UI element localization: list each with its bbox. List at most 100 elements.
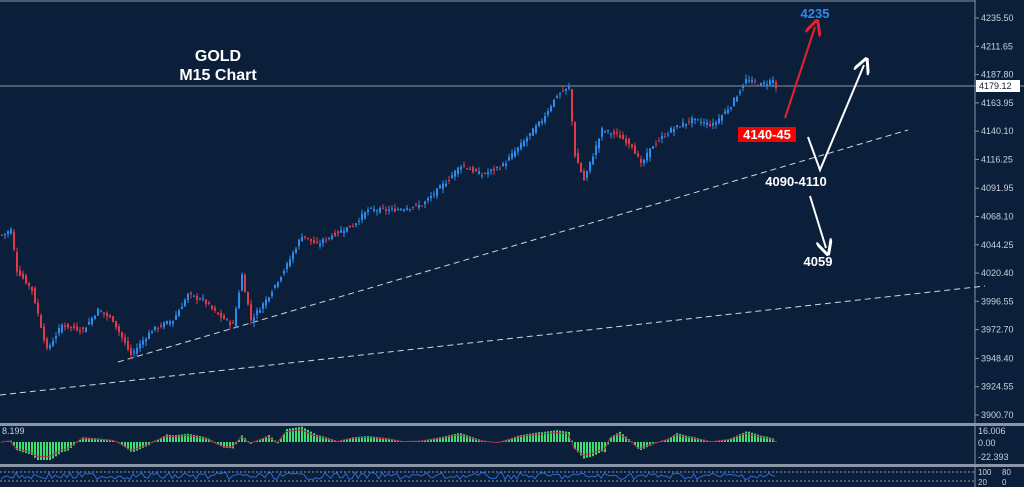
histogram-bar [766, 436, 768, 442]
candle [505, 163, 507, 166]
histogram-bar [286, 429, 288, 442]
candle [100, 311, 102, 313]
y-tick-label: 4044.25 [981, 240, 1014, 250]
histogram-bar [64, 442, 66, 452]
candle [664, 136, 666, 138]
candle [295, 248, 297, 254]
histogram-bar [670, 436, 672, 442]
candle [742, 86, 744, 88]
candle [622, 134, 624, 140]
candle [31, 286, 33, 291]
candle [316, 241, 318, 243]
trendline-upper [117, 129, 909, 363]
candle [745, 79, 747, 84]
candle [223, 315, 225, 320]
candle [79, 330, 81, 332]
histogram-bar [205, 437, 207, 442]
candle [253, 317, 255, 323]
candle [397, 209, 399, 211]
candle [529, 133, 531, 136]
candle [334, 232, 336, 236]
histogram-bar [130, 442, 132, 452]
candle [616, 132, 618, 134]
histogram-bar [322, 436, 324, 442]
histogram-bar [265, 436, 267, 442]
candle [562, 90, 564, 92]
histogram-bar [376, 437, 378, 442]
indicator1-min: -22.393 [978, 452, 1009, 462]
candle [82, 327, 84, 330]
candle [370, 207, 372, 209]
histogram-bar [199, 436, 201, 442]
histogram-bar [19, 442, 21, 452]
histogram-bar [139, 442, 141, 450]
candle [511, 153, 513, 159]
candle [409, 209, 411, 211]
candle [436, 188, 438, 196]
histogram-bar [106, 439, 108, 442]
histogram-bar [10, 440, 12, 442]
histogram-bar [697, 438, 699, 442]
candle [475, 168, 477, 172]
y-tick-label: 4116.25 [981, 154, 1013, 164]
histogram-bar [562, 431, 564, 442]
candle [319, 243, 321, 246]
candle [196, 295, 198, 300]
histogram-bar [226, 442, 228, 448]
candle [202, 297, 204, 299]
histogram-bar [358, 436, 360, 442]
histogram-bar [202, 436, 204, 442]
histogram-bar [187, 433, 189, 442]
candle [217, 312, 219, 315]
candle [541, 120, 543, 123]
candle [283, 270, 285, 274]
histogram-bar [763, 436, 765, 442]
histogram-bar [220, 442, 222, 447]
oscillator-line [0, 471, 776, 481]
candle [64, 325, 66, 328]
histogram-bar [529, 433, 531, 442]
histogram-bar [526, 434, 528, 442]
histogram-bar [259, 439, 261, 442]
candle [301, 236, 303, 242]
y-tick-label: 4020.40 [981, 268, 1014, 278]
candle [43, 326, 45, 341]
candle [547, 111, 549, 115]
candle [28, 282, 30, 286]
candle [640, 158, 642, 163]
candle [565, 88, 567, 91]
histogram-bar [748, 431, 750, 442]
histogram-bar [109, 439, 111, 442]
candle [343, 231, 345, 234]
candle [658, 140, 660, 142]
histogram-bar [691, 436, 693, 442]
candle [481, 175, 483, 177]
v-arrow-white [807, 65, 864, 173]
histogram-bar [340, 440, 342, 442]
histogram-bar [16, 442, 18, 451]
histogram-bar [673, 434, 675, 442]
histogram-bar [421, 440, 423, 442]
candle [58, 327, 60, 334]
histogram-bar [598, 442, 600, 454]
candle [310, 238, 312, 242]
candle [340, 230, 342, 233]
histogram-bar [133, 442, 135, 452]
candle [136, 348, 138, 354]
candle [382, 207, 384, 209]
histogram-bar [589, 442, 591, 457]
histogram-bar [172, 435, 174, 442]
histogram-bar [373, 436, 375, 442]
candle [577, 153, 579, 164]
candle [385, 209, 387, 211]
candle [286, 263, 288, 270]
histogram-bar [196, 435, 198, 442]
histogram-bar [94, 438, 96, 442]
candle [583, 170, 585, 181]
histogram-bar [751, 432, 753, 442]
candle [619, 134, 621, 139]
candle [346, 227, 348, 232]
histogram-bar [544, 431, 546, 442]
histogram-bar [586, 442, 588, 458]
candle [118, 326, 120, 332]
